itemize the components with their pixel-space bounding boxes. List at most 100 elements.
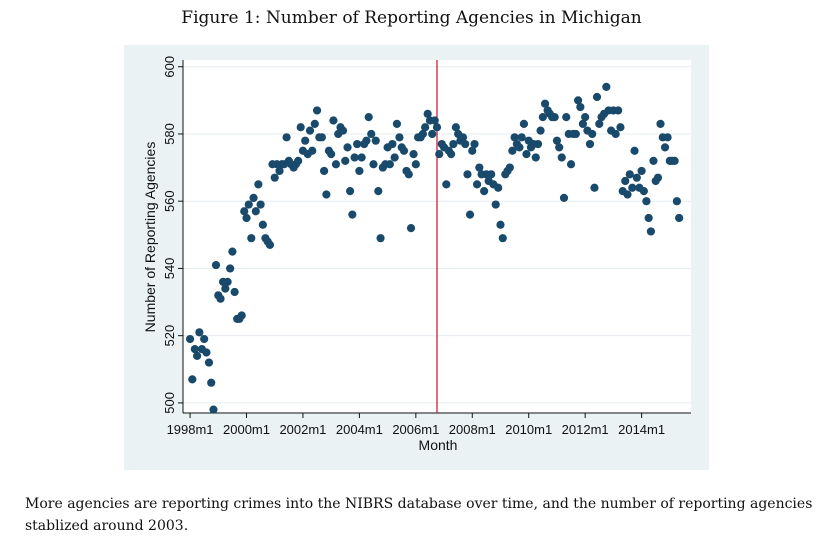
data-point xyxy=(571,129,580,139)
data-point xyxy=(630,146,639,155)
data-point xyxy=(343,143,352,152)
data-point xyxy=(585,139,595,149)
data-point xyxy=(211,260,221,270)
data-point xyxy=(301,136,310,145)
x-tick-label: 2000m1 xyxy=(223,422,270,437)
data-point xyxy=(449,139,458,149)
data-point xyxy=(310,119,319,128)
data-point xyxy=(345,187,355,196)
data-point xyxy=(656,119,665,128)
data-point xyxy=(550,113,559,122)
data-point xyxy=(611,129,620,139)
data-point xyxy=(244,200,253,209)
axes: 500 520 540 560 580 600 1998m1 2000m1 2002m1 2004… xyxy=(162,56,691,437)
data-point xyxy=(385,160,394,169)
data-point xyxy=(423,109,432,118)
data-point xyxy=(221,284,230,293)
data-point xyxy=(320,166,329,176)
data-point xyxy=(487,170,496,179)
data-point xyxy=(522,150,531,159)
y-tick-label: 580 xyxy=(162,123,177,145)
data-point xyxy=(364,113,373,122)
data-point xyxy=(185,334,195,344)
data-point xyxy=(202,348,211,357)
data-point xyxy=(209,405,218,414)
data-point xyxy=(362,136,371,145)
data-point xyxy=(552,136,562,145)
data-point xyxy=(367,129,376,139)
data-point xyxy=(475,163,484,172)
data-point xyxy=(357,153,366,162)
data-point xyxy=(559,193,569,202)
data-point xyxy=(442,180,451,189)
data-point xyxy=(451,123,461,132)
x-tick-label: 1998m1 xyxy=(167,422,214,437)
data-point xyxy=(254,180,263,189)
data-point xyxy=(430,116,439,125)
data-point xyxy=(376,234,385,243)
data-point xyxy=(576,102,585,112)
y-tick-label: 600 xyxy=(162,56,177,78)
data-point xyxy=(494,183,503,192)
data-point xyxy=(322,190,331,199)
data-point xyxy=(672,197,681,206)
data-point xyxy=(616,123,625,132)
data-point xyxy=(216,294,225,303)
scatter-chart: 500 520 540 560 580 600 1998m1 2000m1 2002m1 2004… xyxy=(142,56,691,453)
x-tick-label: 2008m1 xyxy=(449,422,496,437)
x-tick-label: 2002m1 xyxy=(279,422,326,437)
y-tick-label: 500 xyxy=(162,392,177,414)
data-point xyxy=(395,133,404,142)
data-point xyxy=(649,156,658,165)
data-point xyxy=(270,173,279,182)
data-point xyxy=(562,113,571,122)
data-point xyxy=(675,213,684,223)
data-point xyxy=(226,264,235,273)
data-point xyxy=(628,183,637,192)
data-point xyxy=(581,113,590,122)
data-point xyxy=(533,139,543,149)
x-axis-label: Month xyxy=(419,437,458,453)
data-point xyxy=(663,133,672,142)
data-point xyxy=(614,106,623,115)
data-point xyxy=(256,200,265,209)
data-point xyxy=(470,139,479,149)
data-point xyxy=(510,133,519,142)
data-point xyxy=(374,187,383,196)
data-point xyxy=(670,156,679,165)
data-point xyxy=(644,213,653,223)
data-point xyxy=(653,173,663,182)
data-point xyxy=(428,129,437,139)
data-point xyxy=(207,378,216,387)
data-point xyxy=(282,133,291,142)
data-point xyxy=(353,139,362,149)
data-point xyxy=(406,223,416,233)
data-points xyxy=(185,82,684,414)
data-point xyxy=(590,183,599,192)
data-point xyxy=(491,200,500,209)
data-point xyxy=(341,156,350,165)
data-point xyxy=(249,193,258,202)
data-point xyxy=(461,139,470,149)
data-point xyxy=(223,277,232,286)
data-point xyxy=(458,133,468,142)
data-point xyxy=(421,123,430,132)
data-point xyxy=(308,146,317,155)
data-point xyxy=(625,170,634,179)
data-point xyxy=(642,197,651,206)
data-point xyxy=(371,136,380,145)
data-point xyxy=(555,143,564,152)
data-point xyxy=(588,129,597,139)
y-tick-label: 560 xyxy=(162,190,177,212)
data-point xyxy=(519,119,529,128)
data-point xyxy=(294,156,303,165)
figure-title: Figure 1: Number of Reporting Agencies i… xyxy=(181,8,642,28)
data-point xyxy=(258,220,267,229)
data-point xyxy=(369,160,378,169)
data-point xyxy=(312,106,322,115)
data-point xyxy=(646,227,656,236)
data-point xyxy=(578,119,588,128)
data-point xyxy=(338,126,348,135)
data-point xyxy=(465,210,475,219)
data-point xyxy=(305,126,315,135)
